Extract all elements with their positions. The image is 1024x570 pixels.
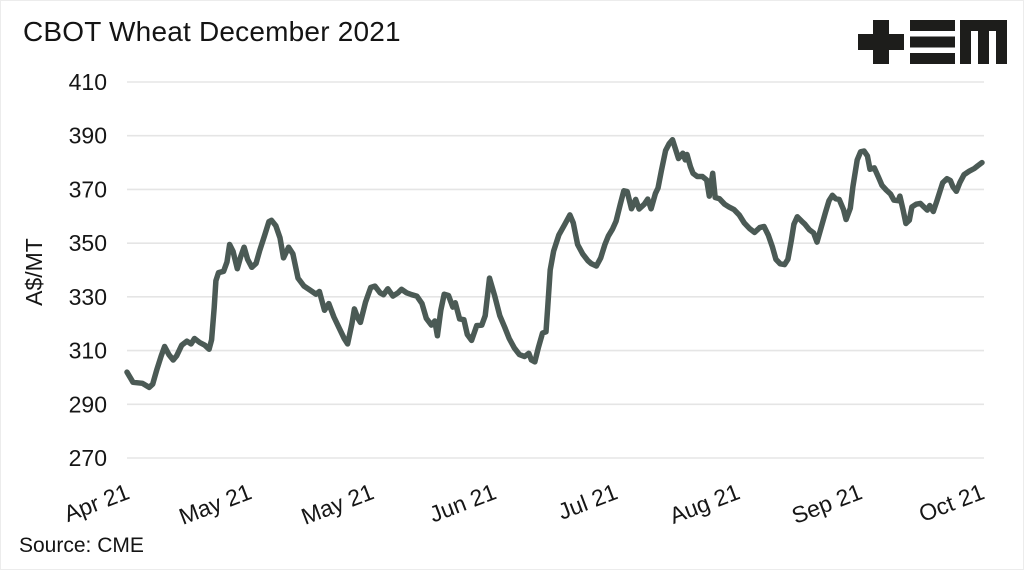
- y-tick-label: 330: [69, 284, 107, 310]
- x-tick-label: Sep 21: [788, 478, 865, 528]
- x-tick-label: Oct 21: [915, 478, 988, 527]
- source-caption: Source: CME: [19, 534, 144, 557]
- x-tick-label: Aug 21: [666, 478, 743, 528]
- x-tick-label: Apr 21: [60, 478, 133, 527]
- price-line: [124, 136, 985, 391]
- y-tick-label: 290: [69, 391, 107, 417]
- y-tick-label: 370: [69, 176, 107, 202]
- logo-m-icon: [960, 20, 1007, 64]
- y-axis-title: A$/MT: [21, 238, 47, 306]
- tem-logo: [858, 20, 1007, 64]
- x-tick-label: May 21: [175, 478, 255, 529]
- y-tick-label: 270: [69, 445, 107, 471]
- x-tick-label: Jul 21: [554, 478, 621, 524]
- logo-plus-icon: [858, 20, 904, 64]
- chart-title: CBOT Wheat December 2021: [23, 16, 401, 47]
- y-tick-label: 390: [69, 123, 107, 149]
- x-tick-label: May 21: [298, 478, 378, 529]
- y-tick-label: 350: [69, 230, 107, 256]
- y-tick-label: 310: [69, 338, 107, 364]
- x-tick-label: Jun 21: [426, 478, 500, 527]
- logo-bars-icon: [910, 20, 955, 64]
- y-tick-label: 410: [69, 69, 107, 95]
